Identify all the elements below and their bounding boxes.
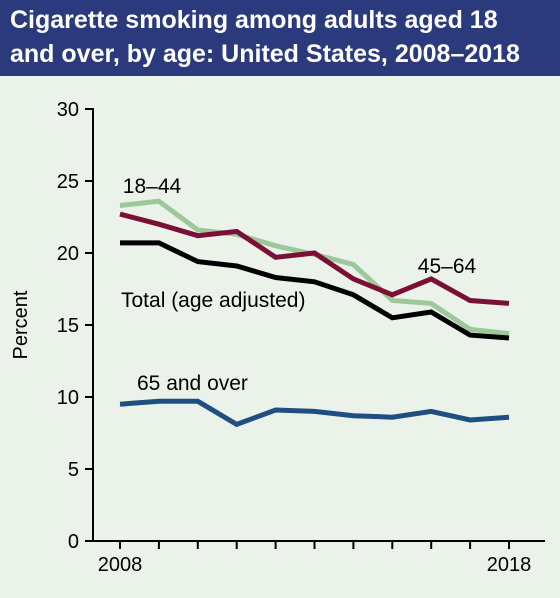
y-tick-label: 15 [57, 315, 79, 337]
y-tick-label: 10 [57, 387, 79, 409]
x-tick-label: 2008 [98, 554, 143, 576]
series-line-total-age-adjusted [120, 240, 510, 341]
y-tick-label: 20 [57, 243, 79, 265]
y-axis-label: Percent [10, 290, 32, 359]
y-tick-label: 5 [68, 459, 79, 481]
series-line-45-64 [119, 211, 510, 306]
series-label-total-age-adjusted: Total (age adjusted) [121, 289, 305, 312]
title-bar: Cigarette smoking among adults aged 18 a… [0, 0, 560, 76]
series-lines [119, 198, 510, 428]
series-labels: 18–44 45–64 Total (age adjusted) 65 and ove… [121, 175, 477, 395]
axes: 0 5 10 15 20 25 30 2008 2018 Percent [10, 99, 545, 576]
series-label-45-64: 45–64 [418, 255, 477, 278]
y-tick-label: 30 [57, 99, 79, 121]
series-label-18-44: 18–44 [123, 175, 182, 198]
y-tick-label: 25 [57, 171, 79, 193]
series-line-65-and-over [119, 398, 510, 428]
x-tick-label: 2018 [487, 554, 532, 576]
chart-title-line-2: and over, by age: United States, 2008–20… [10, 40, 520, 68]
chart-title-line-1: Cigarette smoking among adults aged 18 [10, 6, 498, 34]
y-tick-label: 0 [68, 531, 79, 553]
series-label-65-and-over: 65 and over [137, 372, 248, 395]
